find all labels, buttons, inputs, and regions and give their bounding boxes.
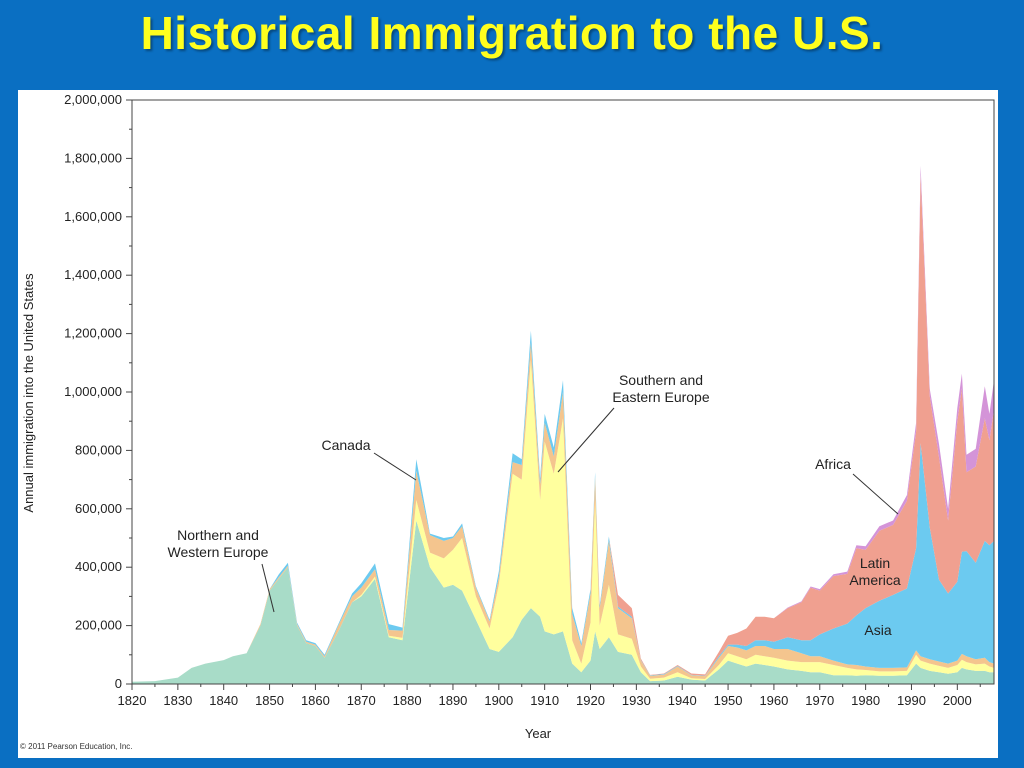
area-series-northern-and-western-europe	[132, 520, 994, 684]
annotation-africa: Africa	[815, 456, 851, 472]
annotation-leader-line	[373, 452, 417, 481]
annotation-leader-line	[852, 473, 899, 515]
x-tick-label: 1880	[393, 693, 422, 708]
area-series-canada	[132, 342, 994, 682]
x-axis-title: Year	[525, 726, 552, 741]
annotation-leader-line	[557, 407, 615, 473]
slide-title: Historical Immigration to the U.S.	[140, 7, 884, 59]
x-tick-label: 1830	[163, 693, 192, 708]
x-tick-label: 1910	[530, 693, 559, 708]
x-tick-label: 1970	[805, 693, 834, 708]
x-tick-label: 1990	[897, 693, 926, 708]
y-tick-label: 1,000,000	[64, 384, 122, 399]
x-tick-label: 1890	[438, 693, 467, 708]
annotation-southern-and-eastern-europe: Southern and Eastern Europe	[612, 372, 709, 405]
y-tick-label: 0	[115, 676, 122, 691]
y-tick-label: 1,800,000	[64, 150, 122, 165]
immigration-area-chart: 0 200,000 400,000 600,000 800,000 1,000,000 1,…	[21, 92, 995, 741]
y-axis-title: Annual immigration into the United State…	[21, 273, 36, 513]
area-series-layer	[132, 165, 994, 684]
annotation-leader-line	[261, 563, 275, 613]
annotation-latin-america: Latin America	[849, 555, 901, 588]
annotations-layer: Northern and Western Europe Canada Southern…	[168, 372, 901, 638]
y-tick-label: 1,600,000	[64, 209, 122, 224]
area-series-asia	[132, 330, 994, 682]
x-tick-label: 1850	[255, 693, 284, 708]
y-tick-label: 200,000	[75, 618, 122, 633]
figure-panel: 0 200,000 400,000 600,000 800,000 1,000,000 1,…	[18, 90, 998, 758]
area-series-southern-and-eastern-europe	[132, 359, 994, 682]
x-tick-label: 1860	[301, 693, 330, 708]
annotation-asia: Asia	[864, 622, 891, 638]
y-tick-label: 600,000	[75, 501, 122, 516]
x-tick-label: 1950	[714, 693, 743, 708]
x-tick-label: 1940	[668, 693, 697, 708]
x-tick-label: 1820	[118, 693, 147, 708]
x-tick-label: 1870	[347, 693, 376, 708]
x-tick-label: 1920	[576, 693, 605, 708]
copyright-notice: © 2011 Pearson Education, Inc.	[20, 742, 133, 751]
x-tick-label: 2000	[943, 693, 972, 708]
y-tick-label: 400,000	[75, 559, 122, 574]
tick-labels-layer: 0 200,000 400,000 600,000 800,000 1,000,000 1,…	[64, 92, 981, 708]
x-tick-label: 1980	[851, 693, 880, 708]
x-tick-label: 1900	[484, 693, 513, 708]
y-tick-label: 1,200,000	[64, 326, 122, 341]
y-tick-label: 1,400,000	[64, 267, 122, 282]
y-tick-label: 2,000,000	[64, 92, 122, 107]
annotation-canada: Canada	[321, 437, 370, 453]
annotation-northern-and-western-europe: Northern and Western Europe	[168, 527, 269, 560]
y-tick-label: 800,000	[75, 442, 122, 457]
x-tick-label: 1930	[622, 693, 651, 708]
x-tick-label: 1960	[759, 693, 788, 708]
x-tick-label: 1840	[209, 693, 238, 708]
